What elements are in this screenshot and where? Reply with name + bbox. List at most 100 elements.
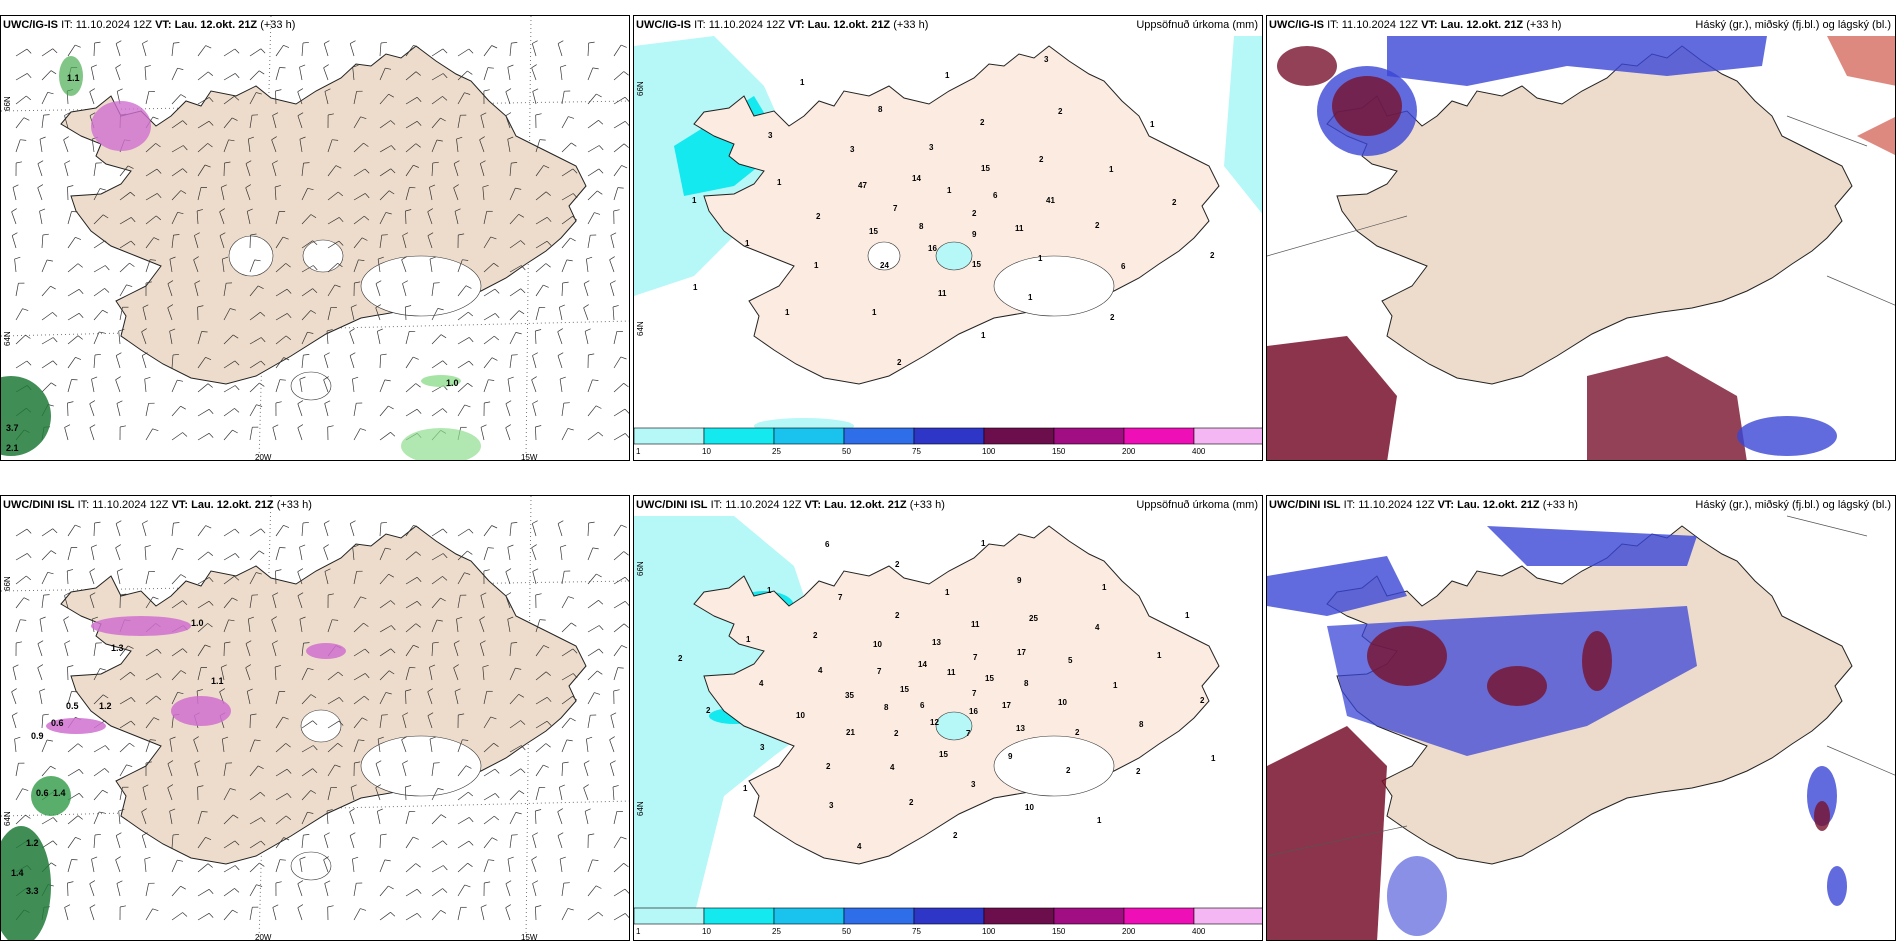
wind-barb <box>171 715 174 729</box>
wind-barb-flag <box>511 522 518 524</box>
wind-barb <box>247 619 251 633</box>
wind-barb-flag <box>557 832 564 836</box>
wind-barb <box>402 715 407 729</box>
wind-barb <box>532 91 537 105</box>
wind-barb <box>509 187 516 201</box>
wind-barb-flag <box>259 70 265 75</box>
wind-barb <box>587 600 599 609</box>
wind-barb-flag <box>52 337 58 343</box>
wind-barb-flag <box>391 625 396 631</box>
wind-barb <box>353 648 366 657</box>
wind-barb-flag <box>621 165 628 169</box>
wind-barb <box>327 619 333 633</box>
wind-barb <box>144 859 147 873</box>
wind-barb <box>93 834 96 849</box>
wind-barb <box>327 764 336 777</box>
wind-barb <box>299 379 303 393</box>
ice-precip-areas <box>1 56 481 460</box>
panel-wind-ig: 1.1 1.0 3.7 2.1 UWC/IG-IS IT: 11.10.2024… <box>0 15 630 461</box>
wind-barb-flag <box>332 619 339 621</box>
wind-barb <box>457 817 470 825</box>
wind-barb <box>557 523 563 537</box>
wind-barb-flag <box>567 908 574 911</box>
wind-barb-flag <box>349 808 355 813</box>
wind-barb <box>301 720 313 729</box>
wind-barb <box>167 307 173 321</box>
wind-barb <box>431 597 441 609</box>
wind-barb <box>249 840 262 849</box>
wind-barb-flag <box>562 281 569 284</box>
precip-value: 2 <box>1210 251 1215 260</box>
precip-value: 9 <box>1017 576 1022 585</box>
wind-barb-flag <box>567 428 574 431</box>
wind-barb-flag <box>464 92 471 95</box>
wind-barb <box>323 67 329 81</box>
wind-barb-flag <box>221 184 227 188</box>
wind-barb <box>483 335 495 345</box>
wind-barb-flag <box>50 285 56 290</box>
wind-barb-flag <box>612 785 619 788</box>
wind-barb <box>613 408 626 417</box>
wind-barb-flag <box>375 784 381 788</box>
wind-barb-flag <box>313 265 318 271</box>
wind-barb-flag <box>568 596 575 599</box>
wind-barb <box>197 811 202 825</box>
wind-barb <box>613 71 625 81</box>
wind-barb <box>145 695 157 705</box>
wind-barb <box>379 432 391 441</box>
wind-barb-flag <box>416 121 422 126</box>
wind-barb-flag <box>337 191 344 197</box>
wind-barb <box>561 116 569 129</box>
wind-barb <box>453 163 459 177</box>
wind-barb-flag <box>297 424 304 428</box>
lon-label: 20W <box>255 453 272 461</box>
wind-barb <box>15 360 28 369</box>
wind-barb <box>144 379 147 393</box>
wind-barb <box>301 694 312 705</box>
wind-barb-flag <box>208 577 214 583</box>
wind-barb-flag <box>624 433 629 439</box>
wind-barb-flag <box>327 425 334 428</box>
wind-barb-flag <box>592 67 599 70</box>
legend-swatch <box>634 907 705 925</box>
wind-barb-flag <box>592 547 599 550</box>
wind-barb-flag <box>442 576 448 581</box>
wind-barb <box>297 403 303 417</box>
wind-barb <box>557 355 563 369</box>
wind-barb-flag <box>327 905 334 908</box>
wind-barb <box>249 739 255 753</box>
wind-barb <box>221 739 225 753</box>
wind-barb-flag <box>623 623 629 628</box>
wind-barb <box>171 648 183 657</box>
wind-barb-flag <box>14 256 21 260</box>
wind-barb-flag <box>586 736 593 740</box>
wind-barb <box>89 571 95 585</box>
wind-barb-flag <box>415 383 421 388</box>
legend-swatch <box>634 427 705 445</box>
wind-barb-flag <box>286 768 292 774</box>
wind-barb <box>327 787 332 801</box>
wind-barb-flag <box>180 405 186 410</box>
wind-barb <box>482 667 485 681</box>
wind-barb <box>431 910 441 921</box>
wind-barb <box>561 168 574 177</box>
lat-label: 64N <box>636 321 645 336</box>
wind-barb <box>275 570 277 585</box>
wind-barb-flag <box>297 88 304 93</box>
wind-barb <box>223 788 231 801</box>
wind-barb <box>613 913 626 921</box>
precip-value: 15 <box>900 685 909 694</box>
wind-barb-flag <box>511 42 518 44</box>
wind-barb <box>169 259 173 273</box>
wind-barb <box>197 45 206 57</box>
wind-barb <box>587 120 599 129</box>
wind-barb <box>483 525 492 537</box>
wind-barb <box>587 911 599 921</box>
wind-barb-flag <box>532 88 539 92</box>
wind-barb <box>483 837 493 849</box>
wind-barb-flag <box>67 401 74 404</box>
legend-swatch <box>773 907 845 925</box>
wind-barb-flag <box>532 352 538 356</box>
precip-value: 14 <box>912 174 921 183</box>
wind-barb-flag <box>464 884 471 888</box>
